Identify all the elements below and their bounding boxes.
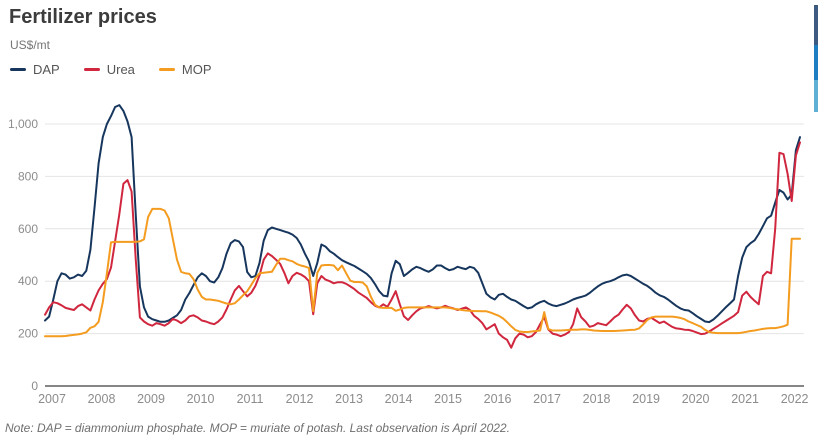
svg-text:2012: 2012 (286, 392, 314, 406)
urea-line-swatch-icon (83, 68, 100, 71)
svg-text:2019: 2019 (632, 392, 660, 406)
svg-text:2015: 2015 (434, 392, 462, 406)
svg-text:2016: 2016 (484, 392, 512, 406)
edge-accent-segment-dark (814, 5, 818, 45)
svg-text:2013: 2013 (335, 392, 363, 406)
svg-text:800: 800 (18, 169, 38, 183)
svg-text:2022: 2022 (781, 392, 809, 406)
legend-label-mop: MOP (181, 62, 212, 77)
svg-text:600: 600 (18, 222, 38, 236)
svg-text:2020: 2020 (682, 392, 710, 406)
dap-line-swatch-icon (10, 68, 26, 71)
svg-text:2007: 2007 (38, 392, 66, 406)
chart-note: Note: DAP = diammonium phosphate. MOP = … (5, 421, 510, 435)
mop-line-swatch-icon (158, 68, 175, 71)
unit-label: US$/mt (10, 38, 51, 52)
edge-accent-segment-light (814, 80, 818, 112)
svg-text:200: 200 (18, 327, 38, 341)
svg-text:2018: 2018 (583, 392, 611, 406)
svg-text:0: 0 (31, 379, 38, 393)
svg-text:2008: 2008 (88, 392, 116, 406)
page-title: Fertilizer prices (9, 6, 157, 28)
legend-item-mop: MOP (158, 62, 212, 77)
legend-item-urea: Urea (83, 62, 135, 77)
svg-text:2021: 2021 (731, 392, 759, 406)
edge-accent-segment-mid (814, 45, 818, 80)
edge-accent-bar (814, 5, 818, 112)
legend-label-dap: DAP (33, 62, 60, 77)
chart-legend: DAP Urea MOP (10, 62, 236, 77)
legend-label-urea: Urea (106, 62, 135, 77)
svg-text:2009: 2009 (137, 392, 165, 406)
svg-text:2010: 2010 (187, 392, 215, 406)
svg-text:1,000: 1,000 (8, 117, 38, 131)
price-chart: 0 200 400 600 800 1,000 2007 2008 2009 2010 2011 20… (8, 104, 809, 406)
legend-item-dap: DAP (10, 62, 60, 77)
svg-text:400: 400 (18, 274, 38, 288)
svg-text:2011: 2011 (237, 392, 264, 406)
svg-text:2017: 2017 (533, 392, 561, 406)
svg-text:2014: 2014 (385, 392, 413, 406)
